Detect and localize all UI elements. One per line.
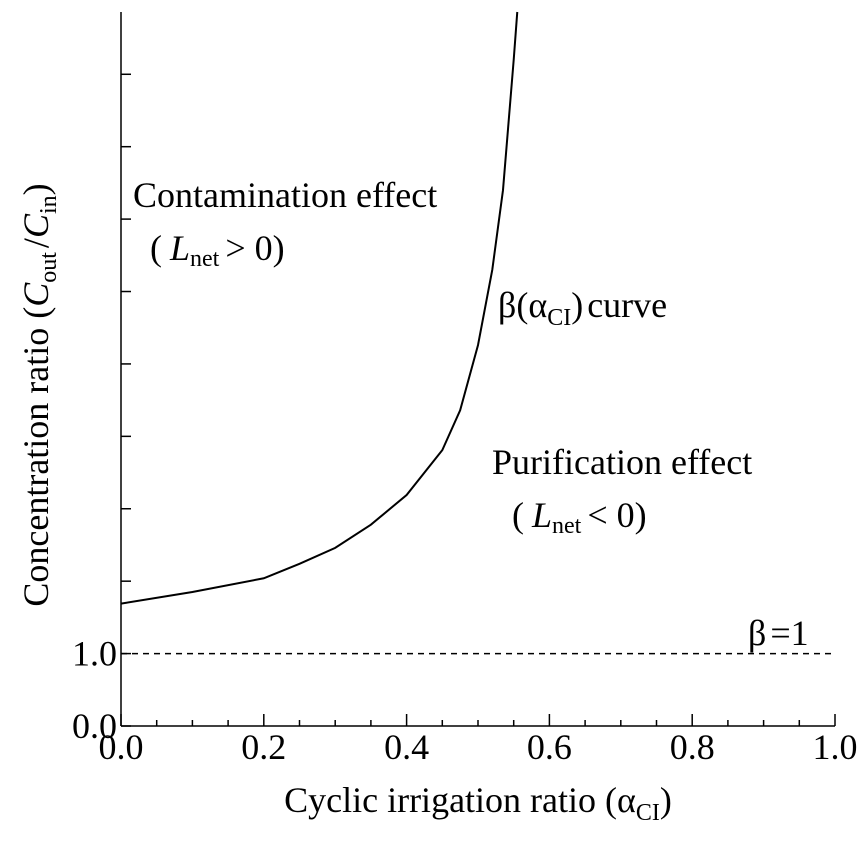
y-axis-label-part: / bbox=[16, 238, 56, 248]
y-tick-label: 0.0 bbox=[72, 706, 117, 746]
y-axis-label-part: C bbox=[16, 213, 56, 238]
y-axis-label-part: ) bbox=[16, 183, 56, 195]
x-axis-label: Cyclic irrigation ratio (αCI) bbox=[284, 780, 672, 826]
x-axis-label-part: CI bbox=[636, 800, 660, 826]
x-axis-label-part: α bbox=[617, 780, 636, 820]
reference-label-part: β bbox=[748, 613, 766, 653]
annotation-part: net bbox=[190, 246, 220, 272]
annotation-part: L bbox=[169, 228, 190, 268]
x-tick-label: 0.6 bbox=[527, 727, 572, 767]
x-tick-label: 0.4 bbox=[384, 727, 429, 767]
annotation-part: CI bbox=[547, 305, 571, 331]
y-axis-label-part: Concentration ratio ( bbox=[16, 307, 56, 607]
annotation-part: curve bbox=[587, 285, 667, 325]
annotation: β(αCI) curve bbox=[498, 285, 667, 331]
x-tick-label: 1.0 bbox=[813, 727, 858, 767]
x-tick-label: 0.2 bbox=[241, 727, 286, 767]
annotation: (Lnet > 0) bbox=[150, 228, 285, 272]
annotation-part: net bbox=[552, 513, 582, 539]
curve bbox=[120, 11, 519, 605]
y-axis-label: Concentration ratio (Cout/Cin) bbox=[16, 183, 62, 606]
annotation-part: α bbox=[528, 285, 547, 325]
annotation-part: ) bbox=[571, 285, 583, 325]
annotation-part: β bbox=[498, 285, 516, 325]
annotation-part: ( bbox=[512, 495, 524, 535]
annotation-part: < 0) bbox=[587, 495, 646, 535]
reference-label: β =1 bbox=[748, 613, 809, 653]
x-tick-label: 0.0 bbox=[99, 727, 144, 767]
annotation-part: ( bbox=[516, 285, 528, 325]
annotation-part: > 0) bbox=[225, 228, 284, 268]
y-axis-label-part: in bbox=[36, 195, 62, 214]
reference-label-part: =1 bbox=[770, 613, 808, 653]
x-axis-label-part: ) bbox=[660, 780, 672, 820]
x-tick-label: 0.8 bbox=[670, 727, 715, 767]
annotation: Purification effect bbox=[492, 442, 752, 482]
y-axis-label-part: out bbox=[36, 252, 62, 283]
annotation: (Lnet < 0) bbox=[512, 495, 647, 539]
annotation: Contamination effect bbox=[133, 175, 437, 215]
y-tick-label: 1.0 bbox=[72, 634, 117, 674]
annotation-part: ( bbox=[150, 228, 162, 268]
annotation-part: L bbox=[531, 495, 552, 535]
y-axis-label-part: C bbox=[16, 282, 56, 307]
x-axis-label-part: Cyclic irrigation ratio ( bbox=[284, 780, 617, 820]
